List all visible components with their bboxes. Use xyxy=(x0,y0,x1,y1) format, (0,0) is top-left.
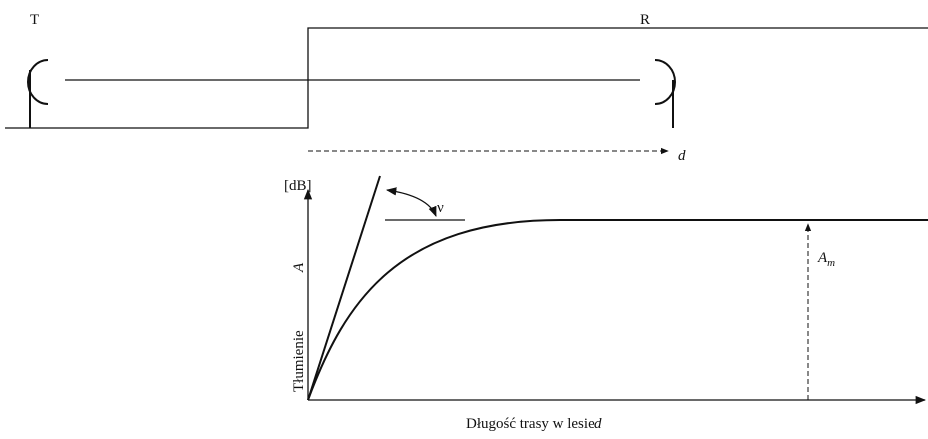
angle-label: ν xyxy=(437,200,444,216)
attenuation-curve xyxy=(307,219,928,401)
x-axis-symbol: d xyxy=(594,416,602,432)
asymptote-label: Am xyxy=(817,250,835,269)
y-axis-label: Tłumienie xyxy=(291,330,307,392)
terrain xyxy=(5,27,928,129)
initial-slope-line xyxy=(307,175,381,401)
transmitter-antenna xyxy=(27,59,49,128)
asymptote-base: A xyxy=(817,250,828,266)
receiver-label: R xyxy=(640,12,650,28)
transmitter-label: T xyxy=(30,12,39,28)
y-axis-symbol: A xyxy=(291,262,307,273)
asymptote-sub: m xyxy=(827,257,835,269)
x-axis-label: Długość trasy w lesie xyxy=(466,416,595,432)
receiver-antenna xyxy=(654,59,676,128)
angle-arc xyxy=(385,187,437,217)
distance-label: d xyxy=(678,148,686,164)
unit-label: [dB] xyxy=(284,178,312,194)
